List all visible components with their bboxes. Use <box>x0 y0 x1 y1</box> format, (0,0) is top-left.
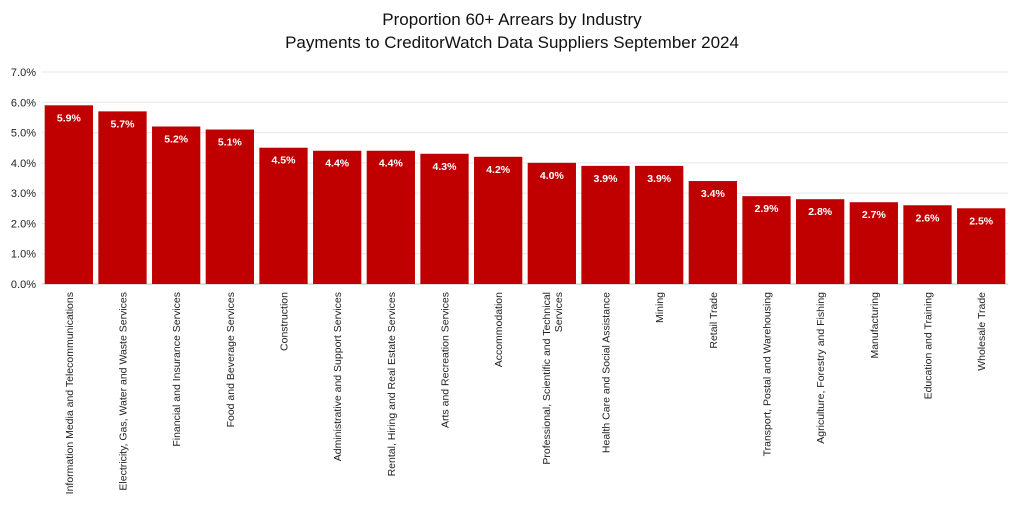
y-tick-label: 7.0% <box>11 67 36 79</box>
y-tick-label: 2.0% <box>11 218 36 230</box>
data-label: 3.9% <box>647 173 672 185</box>
x-tick-label: Health Care and Social Assistance <box>601 292 613 453</box>
data-label: 4.0% <box>540 170 565 182</box>
bar <box>849 202 898 284</box>
x-tick-label: Agriculture, Forestry and Fishing <box>815 292 827 444</box>
x-tick-label: Retail Trade <box>708 292 720 349</box>
data-label: 5.2% <box>164 134 189 146</box>
x-tick-label: Manufacturing <box>869 292 881 359</box>
data-label: 2.5% <box>969 215 994 227</box>
bar <box>527 162 576 284</box>
bar <box>903 205 952 284</box>
data-label: 5.9% <box>57 112 82 124</box>
bar <box>259 147 308 284</box>
chart-subtitle: Payments to CreditorWatch Data Suppliers… <box>285 33 739 52</box>
bar <box>796 199 845 284</box>
x-tick-label: Professional, Scientific and TechnicalSe… <box>541 292 565 465</box>
x-tick-label: Electricity, Gas, Water and Waste Servic… <box>118 292 130 491</box>
bar <box>313 150 362 284</box>
data-label: 3.9% <box>594 173 619 185</box>
bar <box>742 196 791 284</box>
bar <box>688 181 737 284</box>
data-label: 4.4% <box>325 158 350 170</box>
x-tick-label: Administrative and Support Services <box>332 292 344 461</box>
y-tick-label: 0.0% <box>11 279 36 291</box>
bar <box>44 105 93 284</box>
data-label: 5.1% <box>218 137 243 149</box>
x-tick-label: Arts and Recreation Services <box>440 292 452 428</box>
x-tick-label: Transport, Postal and Warehousing <box>762 292 774 457</box>
bar <box>474 156 523 284</box>
data-label: 2.9% <box>755 203 780 215</box>
y-tick-label: 6.0% <box>11 97 36 109</box>
y-tick-label: 1.0% <box>11 249 36 261</box>
bar <box>635 165 684 284</box>
data-label: 5.7% <box>111 118 136 130</box>
x-tick-label: Rental, Hiring and Real Estate Services <box>386 292 398 476</box>
data-label: 4.5% <box>272 155 297 167</box>
bar <box>420 153 469 284</box>
bar <box>98 111 147 284</box>
data-label: 2.7% <box>862 209 887 221</box>
y-tick-label: 3.0% <box>11 188 36 200</box>
x-tick-label: Construction <box>279 292 291 351</box>
bar <box>366 150 415 284</box>
x-tick-label: Wholesale Trade <box>976 292 988 371</box>
data-label: 4.3% <box>433 161 458 173</box>
x-tick-label: Accommodation <box>493 292 505 367</box>
y-tick-label: 4.0% <box>11 158 36 170</box>
x-tick-label: Financial and Insurance Services <box>171 292 183 447</box>
x-tick-label: Information Media and Telecommunications <box>64 292 76 494</box>
bar <box>152 126 201 284</box>
chart-title: Proportion 60+ Arrears by Industry <box>382 10 642 29</box>
bar <box>205 129 254 284</box>
data-label: 4.4% <box>379 158 404 170</box>
data-label: 4.2% <box>486 164 511 176</box>
data-label: 2.8% <box>808 206 833 218</box>
data-label: 2.6% <box>916 212 941 224</box>
data-label: 3.4% <box>701 188 726 200</box>
bar <box>957 208 1006 284</box>
x-tick-label: Food and Beverage Services <box>225 292 237 427</box>
bar <box>581 165 630 284</box>
x-tick-label: Mining <box>654 292 666 323</box>
x-tick-label: Education and Training <box>923 292 935 400</box>
y-tick-label: 5.0% <box>11 128 36 140</box>
